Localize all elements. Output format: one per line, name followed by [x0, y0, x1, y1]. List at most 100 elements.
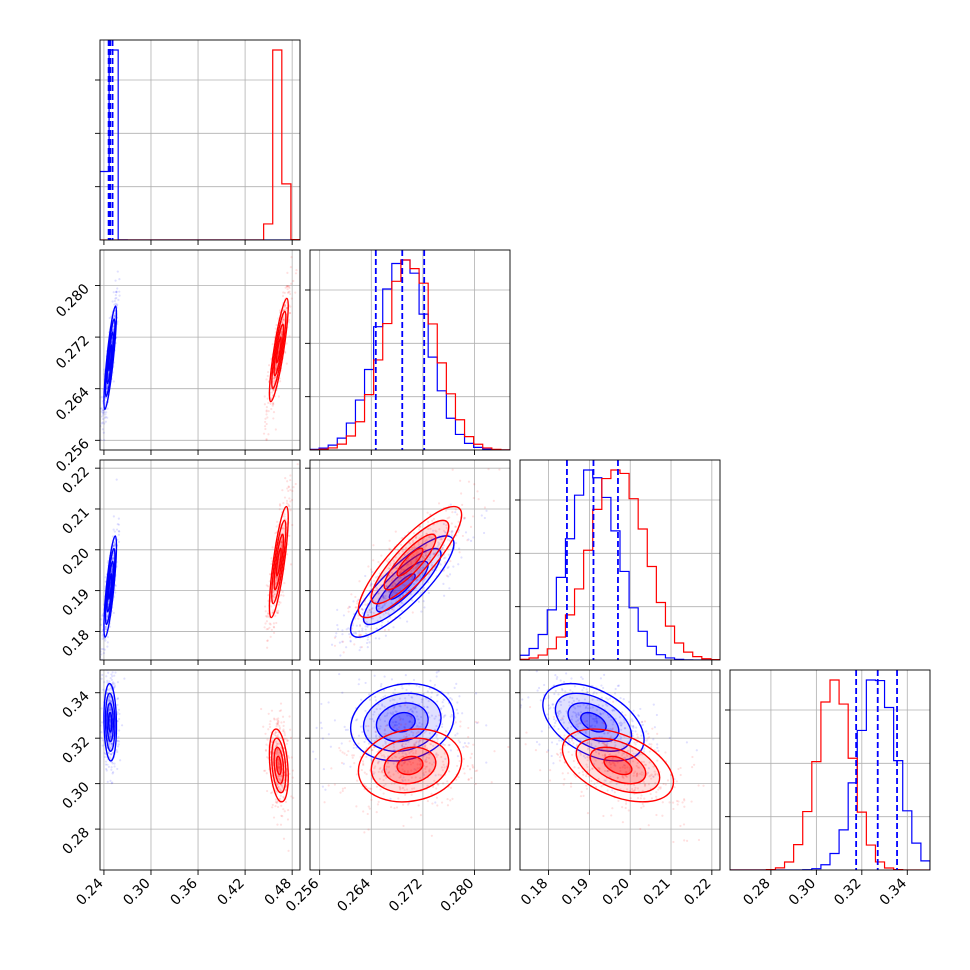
scatter-point [415, 557, 418, 560]
scatter-point [634, 770, 637, 773]
scatter-point [112, 544, 115, 548]
scatter-point [383, 729, 386, 732]
scatter-point [603, 732, 606, 735]
scatter-point [276, 520, 279, 523]
scatter-point [270, 709, 274, 712]
scatter-point [413, 583, 416, 586]
scatter-point [367, 828, 370, 831]
scatter-point [411, 576, 414, 579]
scatter-point [366, 625, 369, 629]
scatter-point [627, 809, 630, 812]
scatter-point [425, 543, 428, 547]
scatter-point [586, 742, 589, 745]
scatter-point [639, 827, 642, 831]
scatter-point [101, 413, 105, 416]
scatter-point [438, 528, 441, 531]
scatter-point [358, 623, 362, 627]
scatter-point [107, 671, 110, 674]
scatter-point [286, 291, 290, 294]
scatter-point [374, 735, 378, 738]
scatter-point [410, 696, 413, 699]
scatter-point [380, 624, 383, 627]
scatter-point [380, 554, 383, 557]
scatter-point [290, 255, 293, 259]
scatter-point [577, 722, 580, 725]
scatter-point [440, 537, 443, 541]
scatter-point [275, 323, 278, 327]
scatter-point [267, 660, 269, 662]
scatter-point [450, 530, 453, 533]
scatter-point [639, 772, 642, 775]
scatter-point [372, 544, 375, 547]
scatter-point [402, 824, 405, 828]
scatter-point [424, 540, 427, 543]
scatter-point [646, 771, 650, 774]
scatter-point [265, 772, 268, 775]
scatter-point [467, 726, 470, 730]
scatter-point [652, 765, 655, 768]
scatter-point [389, 594, 392, 597]
scatter-point [117, 517, 120, 520]
histogram-series-0 [310, 259, 510, 450]
scatter-point [112, 544, 115, 547]
scatter-point [584, 730, 587, 733]
scatter-point [389, 797, 392, 800]
contour-series-0 [567, 702, 620, 743]
scatter-point [394, 765, 397, 768]
scatter-point [570, 718, 573, 721]
scatter-point [273, 377, 276, 380]
scatter-point [281, 294, 285, 298]
scatter-point [650, 777, 653, 780]
scatter-point [362, 763, 365, 767]
scatter-point [406, 551, 409, 554]
scatter-point [571, 736, 574, 739]
scatter-point [108, 752, 111, 755]
scatter-point [574, 734, 577, 737]
scatter-point [435, 530, 438, 533]
scatter-point [382, 596, 385, 599]
scatter-point [585, 763, 588, 766]
scatter-point [399, 787, 402, 790]
scatter-point [269, 402, 272, 405]
scatter-point [389, 737, 392, 740]
scatter-point [105, 628, 108, 631]
scatter-point [487, 468, 490, 471]
scatter-point [599, 712, 602, 715]
scatter-point [275, 744, 278, 747]
scatter-point [281, 489, 284, 492]
scatter-point [591, 724, 594, 727]
scatter-point [116, 697, 119, 701]
scatter-point [101, 744, 104, 747]
scatter-point [643, 750, 646, 753]
scatter-point [267, 433, 270, 436]
scatter-point [271, 594, 275, 598]
scatter-point [355, 805, 358, 808]
scatter-point [322, 672, 324, 674]
scatter-point [109, 707, 112, 711]
scatter-point [372, 559, 375, 562]
scatter-point [405, 732, 408, 736]
scatter-point [430, 657, 432, 659]
scatter-point [413, 544, 416, 548]
scatter-point [112, 328, 115, 331]
scatter-point [559, 734, 562, 737]
scatter-point [401, 755, 405, 758]
scatter-point [590, 744, 593, 747]
scatter-point [383, 715, 387, 718]
scatter-point [666, 779, 670, 782]
scatter-point [435, 671, 438, 674]
scatter-point [361, 612, 365, 615]
scatter-point [389, 805, 393, 809]
scatter-point [278, 797, 282, 800]
scatter-point [112, 543, 116, 547]
scatter-point [643, 784, 647, 788]
scatter-point [435, 753, 438, 756]
scatter-point [106, 763, 109, 766]
scatter-point [444, 714, 447, 717]
scatter-point [595, 719, 598, 723]
scatter-point [653, 726, 656, 729]
scatter-point [579, 711, 583, 714]
scatter-point [106, 692, 109, 695]
scatter-point [354, 632, 358, 635]
scatter-point [435, 694, 439, 697]
